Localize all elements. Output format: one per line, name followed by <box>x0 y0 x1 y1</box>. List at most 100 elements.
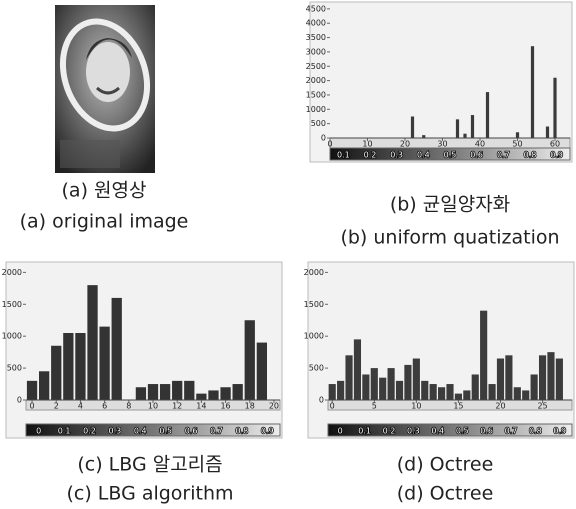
bar <box>136 387 146 400</box>
plot-area <box>6 262 282 438</box>
colorbar-tick-label: 0.1 <box>358 427 371 436</box>
x-tick-label: 20 <box>495 402 505 411</box>
y-tick-label: 1500 <box>306 90 326 99</box>
colorbar-tick-label: 0.5 <box>456 427 469 436</box>
bar <box>148 384 158 400</box>
x-tick-label: 50 <box>512 140 522 149</box>
bar <box>463 134 466 138</box>
bar <box>388 368 395 400</box>
bar <box>51 346 61 400</box>
bar <box>531 46 534 138</box>
x-tick-label: 14 <box>196 402 206 411</box>
colorbar-tick-label: 0.3 <box>109 427 122 436</box>
bar <box>488 384 495 400</box>
colorbar-tick-label: 0.2 <box>364 151 377 160</box>
bar <box>421 381 428 400</box>
caption: (c) LBG algorithm <box>66 483 233 505</box>
bar <box>63 333 73 400</box>
colorbar-tick-label: 0.4 <box>431 427 444 436</box>
y-tick-label: 1000 <box>304 332 324 341</box>
y-tick-label: 500 <box>7 364 22 373</box>
page: (a) 원영상 (a) original image 0500100015002… <box>0 0 576 509</box>
bar <box>404 365 411 400</box>
caption: (b) 균일양자화 <box>390 194 510 216</box>
colorbar-tick-label: 0.5 <box>444 151 457 160</box>
bar <box>184 381 194 400</box>
figure: (a) 원영상 (a) original image 0500100015002… <box>0 0 576 509</box>
bar <box>556 359 563 400</box>
bar <box>379 378 386 400</box>
y-tick-label: 2000 <box>2 268 22 277</box>
y-tick-label: 2000 <box>304 268 324 277</box>
bar <box>337 381 344 400</box>
y-tick-label: 4000 <box>306 19 326 28</box>
y-tick-label: 500 <box>311 119 326 128</box>
y-tick-label: 0 <box>17 396 22 405</box>
colorbar-tick-label: 0.8 <box>524 151 537 160</box>
x-tick-label: 10 <box>148 402 158 411</box>
bar <box>430 384 437 400</box>
colorbar-tick-label: 0.6 <box>480 427 493 436</box>
x-tick-label: 10 <box>362 140 372 149</box>
colorbar-tick-label: 0.9 <box>550 151 563 160</box>
bar <box>362 374 369 400</box>
y-tick-label: 500 <box>309 364 324 373</box>
bar <box>514 387 521 400</box>
y-tick-label: 2500 <box>306 62 326 71</box>
bar <box>446 384 453 400</box>
bar <box>257 343 267 400</box>
colorbar-tick-label: 0.9 <box>261 427 274 436</box>
bar <box>516 132 519 138</box>
caption: (d) Octree <box>397 483 494 505</box>
bar <box>160 384 170 400</box>
bar <box>455 394 462 400</box>
bar <box>546 127 549 138</box>
y-tick-label: 1000 <box>2 332 22 341</box>
colorbar-tick-label: 0.2 <box>383 427 396 436</box>
bar <box>329 384 336 400</box>
colorbar-tick-label: 0.3 <box>407 427 420 436</box>
plot-area <box>308 262 574 438</box>
bar <box>99 327 109 400</box>
bar <box>411 116 414 138</box>
colorbar-tick-label: 0.6 <box>470 151 483 160</box>
caption: (a) original image <box>20 211 189 233</box>
x-tick-label: 5 <box>372 402 377 411</box>
x-tick-label: 16 <box>220 402 230 411</box>
x-tick-label: 25 <box>537 402 547 411</box>
bar <box>220 387 230 400</box>
colorbar-tick-label: 0 <box>36 427 41 436</box>
x-axis-band <box>328 400 572 410</box>
colorbar-tick-label: 0.7 <box>210 427 223 436</box>
x-tick-label: 15 <box>453 402 463 411</box>
x-tick-label: 60 <box>550 140 560 149</box>
x-tick-label: 6 <box>102 402 107 411</box>
bar <box>486 92 489 138</box>
colorbar-tick-label: 0.3 <box>390 151 403 160</box>
bar <box>471 115 474 138</box>
x-tick-label: 0 <box>327 140 332 149</box>
x-tick-label: 20 <box>269 402 279 411</box>
colorbar-tick-label: 0.1 <box>58 427 71 436</box>
colorbar-tick-label: 0.7 <box>497 151 510 160</box>
y-tick-label: 1500 <box>2 300 22 309</box>
colorbar-tick-label: 0.8 <box>236 427 249 436</box>
y-tick-label: 0 <box>319 396 324 405</box>
x-tick-label: 10 <box>411 402 421 411</box>
x-tick-label: 20 <box>400 140 410 149</box>
x-tick-label: 8 <box>126 402 131 411</box>
colorbar-tick-label: 0.8 <box>529 427 542 436</box>
bar <box>75 333 85 400</box>
bar <box>463 390 470 400</box>
bar <box>196 394 206 400</box>
x-tick-label: 2 <box>54 402 59 411</box>
colorbar-tick-label: 0.4 <box>417 151 430 160</box>
y-tick-label: 0 <box>321 134 326 143</box>
bar <box>472 374 479 400</box>
caption: (b) uniform quatization <box>340 227 559 249</box>
y-tick-label: 1500 <box>304 300 324 309</box>
bar <box>438 387 445 400</box>
colorbar-tick-label: 0.2 <box>83 427 96 436</box>
x-tick-label: 0 <box>30 402 35 411</box>
x-tick-label: 30 <box>437 140 447 149</box>
